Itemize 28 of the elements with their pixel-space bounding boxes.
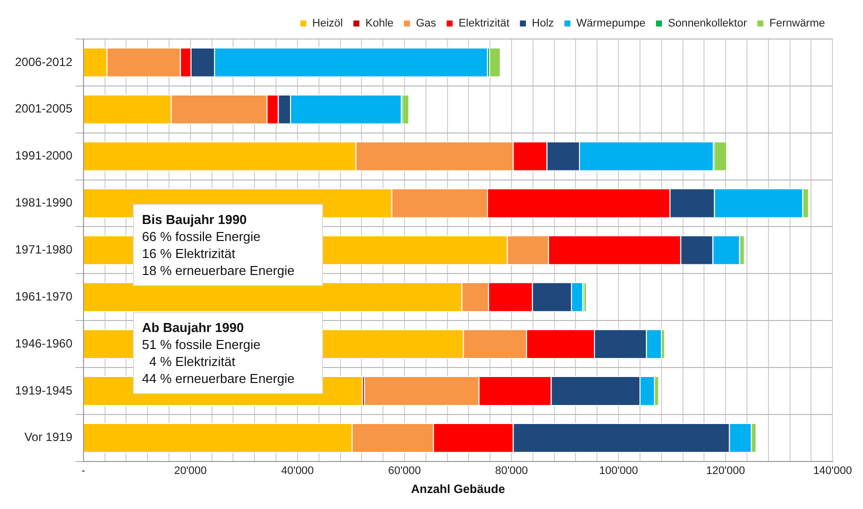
x-tick-label: 40'000 xyxy=(281,465,314,478)
x-tick-label: 140'000 xyxy=(813,465,852,478)
x-tick-label: 80'000 xyxy=(495,465,528,478)
x-tick-label: 120'000 xyxy=(706,465,745,478)
legend-label: Sonnenkollektor xyxy=(668,18,748,30)
y-tick-label: 1946-1960 xyxy=(14,336,73,350)
x-tick-label: 20'000 xyxy=(174,465,207,478)
annotation: Bis Baujahr 1990 66 % fossile Energie 16 % Elektrizität 18 % erneuerbare Energie xyxy=(142,211,296,279)
y-tick-label: 1981-1990 xyxy=(14,196,73,210)
legend-label: Fernwärme xyxy=(769,18,825,30)
y-tick-label: Vor 1919 xyxy=(24,430,73,444)
y-tick-label: 2006-2012 xyxy=(14,54,73,69)
legend-label: Gas xyxy=(416,18,437,30)
y-tick-label: 1919-1945 xyxy=(14,383,73,398)
legend-label: Holz xyxy=(532,18,554,30)
legend-label: Kohle xyxy=(365,18,394,30)
y-tick-label: 1961-1970 xyxy=(14,289,73,304)
legend-label: Heizöl xyxy=(312,18,343,30)
y-tick-label: 2001-2005 xyxy=(14,102,73,116)
x-tick-label: 60'000 xyxy=(388,465,421,478)
legend-label: Wärmepumpe xyxy=(576,18,646,30)
annotation: Ab Baujahr 1990 51 % fossile Energie 4 % Elektrizität 44 % erneuerbare Energie xyxy=(142,319,296,387)
legend-label: Elektrizität xyxy=(458,18,510,30)
y-tick-label: 1971-1980 xyxy=(14,242,73,257)
x-tick-label: - xyxy=(82,465,86,478)
y-tick-label: 1991-2000 xyxy=(14,148,73,163)
x-axis-title: Anzahl Gebäude xyxy=(410,482,506,496)
x-tick-label: 100'000 xyxy=(599,465,638,478)
